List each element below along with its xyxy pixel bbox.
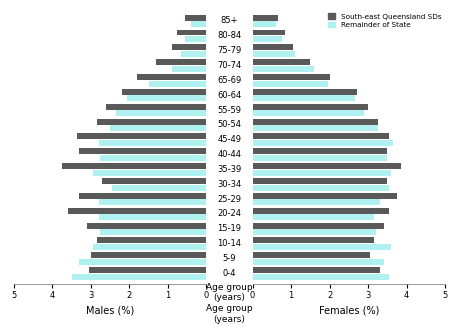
Bar: [252, 214, 374, 220]
Bar: [252, 140, 393, 146]
Bar: [252, 244, 392, 250]
Bar: [101, 155, 207, 161]
Bar: [252, 199, 380, 205]
Text: Age group
(years): Age group (years): [206, 304, 253, 324]
Bar: [185, 15, 207, 21]
Bar: [181, 51, 207, 57]
Text: 25-29: 25-29: [218, 195, 241, 204]
Bar: [116, 110, 207, 116]
Bar: [137, 74, 207, 80]
Text: 20-24: 20-24: [218, 210, 241, 218]
Bar: [102, 178, 207, 184]
Bar: [252, 59, 310, 65]
Text: 35-39: 35-39: [218, 165, 241, 174]
Bar: [99, 140, 207, 146]
Bar: [252, 274, 389, 280]
Bar: [93, 170, 207, 176]
Bar: [252, 15, 278, 21]
Text: 80-84: 80-84: [218, 31, 241, 40]
Bar: [252, 148, 387, 154]
Bar: [252, 237, 374, 243]
Bar: [91, 252, 207, 258]
Bar: [252, 104, 368, 110]
Bar: [252, 89, 357, 95]
Legend: South-east Queensland SDs, Remainder of State: South-east Queensland SDs, Remainder of …: [328, 13, 442, 28]
Text: 45-49: 45-49: [218, 135, 241, 144]
Bar: [252, 133, 389, 139]
Bar: [96, 237, 207, 243]
Bar: [252, 110, 364, 116]
Text: 75-79: 75-79: [218, 46, 241, 55]
Text: 0-4: 0-4: [223, 269, 236, 278]
Bar: [101, 229, 207, 235]
Text: 15-19: 15-19: [218, 224, 241, 233]
Bar: [62, 163, 207, 169]
Bar: [79, 259, 207, 265]
Text: 50-54: 50-54: [218, 120, 241, 129]
Bar: [252, 74, 330, 80]
Bar: [252, 36, 281, 42]
Bar: [252, 208, 389, 214]
Bar: [252, 267, 380, 273]
Bar: [191, 21, 207, 27]
Bar: [252, 51, 295, 57]
Bar: [252, 155, 387, 161]
Text: 70-74: 70-74: [218, 61, 241, 70]
Bar: [252, 163, 401, 169]
Bar: [106, 104, 207, 110]
Bar: [79, 193, 207, 199]
Bar: [77, 133, 207, 139]
Bar: [252, 95, 355, 101]
Bar: [172, 44, 207, 50]
Bar: [252, 223, 384, 229]
Bar: [252, 193, 397, 199]
Bar: [99, 214, 207, 220]
Bar: [252, 21, 276, 27]
Bar: [252, 119, 378, 125]
Bar: [68, 208, 207, 214]
X-axis label: Males (%): Males (%): [86, 306, 134, 316]
Bar: [157, 59, 207, 65]
Bar: [87, 223, 207, 229]
Bar: [149, 81, 207, 87]
Bar: [178, 29, 207, 36]
Bar: [72, 274, 207, 280]
Bar: [96, 119, 207, 125]
Text: 55-59: 55-59: [218, 106, 241, 114]
Bar: [122, 89, 207, 95]
Text: 40-44: 40-44: [218, 150, 241, 159]
Bar: [252, 66, 314, 72]
Text: 60-64: 60-64: [218, 91, 241, 100]
Bar: [99, 199, 207, 205]
Text: 30-34: 30-34: [218, 180, 241, 189]
Text: Age group
(years): Age group (years): [206, 283, 253, 302]
Bar: [185, 36, 207, 42]
Bar: [89, 267, 207, 273]
Bar: [252, 81, 328, 87]
Bar: [252, 229, 376, 235]
Bar: [79, 148, 207, 154]
Text: 10-14: 10-14: [218, 239, 241, 248]
Bar: [252, 178, 387, 184]
Bar: [93, 244, 207, 250]
X-axis label: Females (%): Females (%): [319, 306, 379, 316]
Text: 85+: 85+: [221, 16, 238, 26]
Bar: [112, 184, 207, 191]
Bar: [128, 95, 207, 101]
Bar: [172, 66, 207, 72]
Bar: [252, 29, 285, 36]
Text: 65-69: 65-69: [218, 76, 241, 85]
Bar: [252, 259, 384, 265]
Bar: [252, 170, 392, 176]
Bar: [252, 125, 378, 131]
Bar: [252, 252, 370, 258]
Bar: [252, 44, 293, 50]
Text: 5-9: 5-9: [223, 254, 236, 263]
Bar: [110, 125, 207, 131]
Bar: [252, 184, 389, 191]
